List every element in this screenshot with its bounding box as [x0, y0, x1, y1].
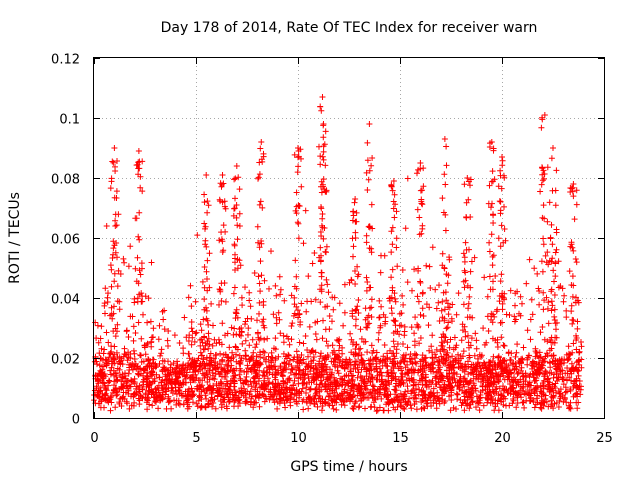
- peak-point-marker: [295, 145, 301, 151]
- peak-point-marker: [203, 172, 210, 178]
- y-tick-label: 0.02: [51, 353, 80, 368]
- y-tick-label: 0.08: [51, 173, 80, 188]
- peak-point-marker: [111, 145, 118, 151]
- x-tick-label: 5: [192, 431, 200, 446]
- x-tick-label: 0: [90, 431, 98, 446]
- y-axis-label: ROTI / TECUs: [7, 192, 23, 284]
- peak-point-marker: [135, 148, 142, 154]
- peak-point-marker: [464, 175, 471, 181]
- peak-point-marker: [550, 145, 556, 151]
- peak-point-marker: [320, 121, 327, 127]
- x-axis-label: GPS time / hours: [290, 459, 407, 475]
- data-points: [91, 94, 585, 415]
- peak-point-marker: [233, 163, 240, 169]
- peak-point-marker: [319, 94, 326, 100]
- x-tick-label: 15: [392, 431, 409, 446]
- chart-title: Day 178 of 2014, Rate Of TEC Index for r…: [161, 20, 538, 36]
- peak-point-marker: [366, 121, 373, 127]
- scatter-markers: [91, 103, 585, 415]
- peak-point-marker: [219, 172, 226, 178]
- y-tick-label: 0.12: [51, 53, 80, 68]
- x-tick-label: 20: [494, 431, 511, 446]
- x-tick-label: 10: [290, 431, 307, 446]
- y-tick-labels: 0 0.02 0.04 0.06 0.08 0.1 0.12: [51, 53, 80, 428]
- y-tick-label: 0: [72, 413, 80, 428]
- peak-point-marker: [499, 154, 505, 160]
- peak-point-marker: [441, 136, 448, 142]
- peak-point-marker: [417, 160, 424, 166]
- y-tick-label: 0.06: [51, 233, 80, 248]
- plot-frame: [93, 57, 605, 419]
- peak-point-marker: [390, 178, 397, 184]
- x-tick-labels: 0 5 10 15 20 25: [90, 431, 612, 446]
- peak-point-marker: [541, 112, 548, 118]
- peak-point-marker: [570, 181, 577, 187]
- y-tick-label: 0.1: [59, 113, 80, 128]
- peak-point-marker: [258, 139, 265, 145]
- y-tick-label: 0.04: [51, 293, 80, 308]
- x-tick-label: 25: [596, 431, 613, 446]
- peak-point-marker: [352, 196, 359, 202]
- peak-point-marker: [488, 139, 495, 145]
